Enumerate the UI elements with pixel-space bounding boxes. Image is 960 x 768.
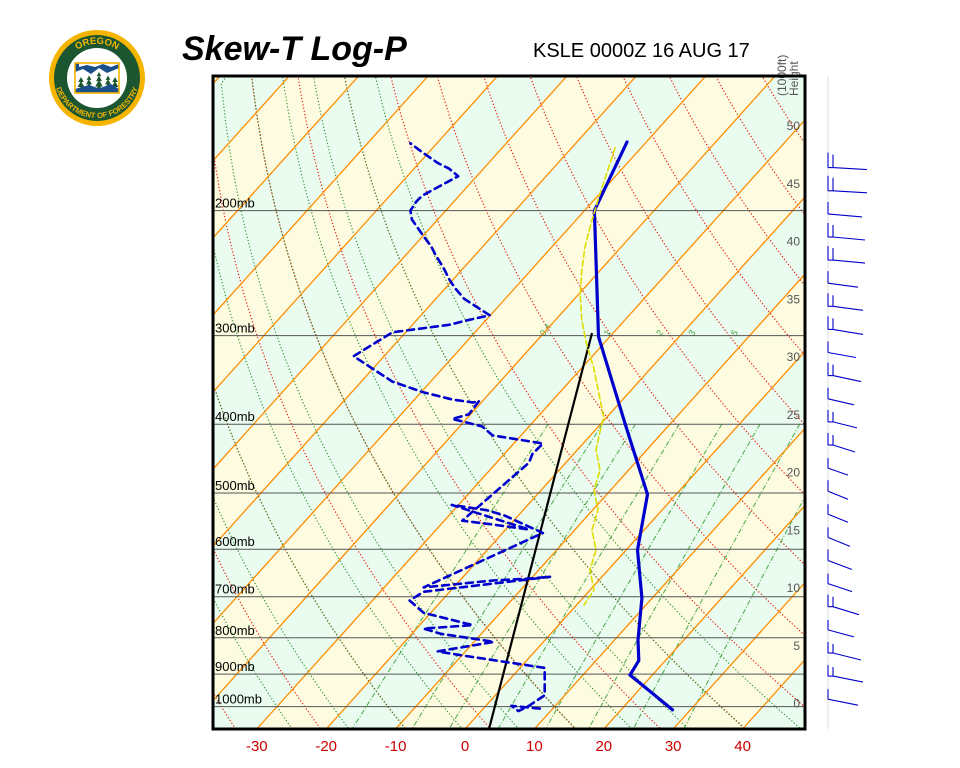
svg-text:1000mb: 1000mb bbox=[215, 692, 262, 707]
svg-text:5: 5 bbox=[793, 639, 800, 653]
svg-text:50: 50 bbox=[787, 119, 801, 133]
svg-text:800mb: 800mb bbox=[215, 623, 255, 638]
svg-text:Height: Height bbox=[787, 61, 801, 96]
svg-text:30: 30 bbox=[665, 738, 682, 755]
svg-text:300mb: 300mb bbox=[215, 321, 255, 336]
svg-text:25: 25 bbox=[787, 408, 801, 422]
svg-text:40: 40 bbox=[734, 738, 751, 755]
svg-text:-20: -20 bbox=[315, 738, 337, 755]
svg-text:35: 35 bbox=[787, 292, 801, 306]
svg-text:0: 0 bbox=[793, 697, 800, 711]
svg-text:700mb: 700mb bbox=[215, 582, 255, 597]
svg-text:600mb: 600mb bbox=[215, 534, 255, 549]
svg-text:45: 45 bbox=[787, 177, 801, 191]
svg-text:200mb: 200mb bbox=[215, 196, 255, 211]
svg-text:40: 40 bbox=[787, 235, 801, 249]
svg-text:-30: -30 bbox=[246, 738, 268, 755]
svg-text:15: 15 bbox=[787, 523, 801, 537]
svg-text:10: 10 bbox=[526, 738, 543, 755]
svg-text:0: 0 bbox=[461, 738, 469, 755]
svg-text:-10: -10 bbox=[385, 738, 407, 755]
svg-text:500mb: 500mb bbox=[215, 478, 255, 493]
svg-text:20: 20 bbox=[595, 738, 612, 755]
svg-text:20: 20 bbox=[787, 466, 801, 480]
svg-text:400mb: 400mb bbox=[215, 409, 255, 424]
svg-text:10: 10 bbox=[787, 581, 801, 595]
svg-text:30: 30 bbox=[787, 350, 801, 364]
svg-text:900mb: 900mb bbox=[215, 659, 255, 674]
